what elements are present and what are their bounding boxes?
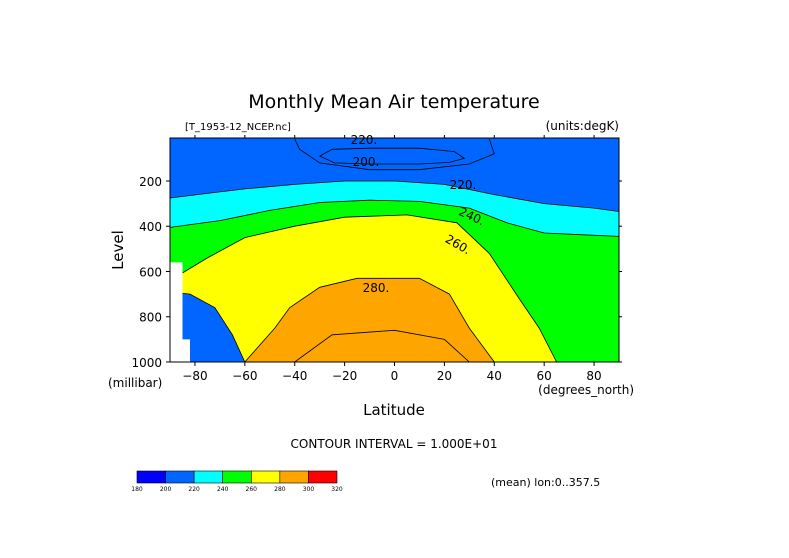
colorbar-label: 240 bbox=[217, 486, 229, 493]
colorbar-label: 220 bbox=[188, 486, 200, 493]
missing-data-region bbox=[170, 262, 190, 362]
contour-line bbox=[294, 329, 470, 362]
contour-line bbox=[170, 199, 619, 237]
y-axis-unit: (millibar) bbox=[108, 376, 162, 390]
contour-line bbox=[170, 214, 557, 362]
colorbar-swatch bbox=[308, 470, 338, 484]
x-tick-label: −60 bbox=[232, 369, 257, 383]
contour-fills bbox=[170, 138, 619, 362]
colorbar: 180 200 220 240 260 280 300 320 bbox=[131, 470, 343, 493]
x-tick-label: 0 bbox=[391, 369, 399, 383]
x-axis-ticks: −80 −60 −40 −20 0 20 40 60 80 bbox=[182, 135, 602, 383]
x-tick-label: −20 bbox=[332, 369, 357, 383]
colorbar-label: 320 bbox=[331, 486, 343, 493]
file-label: [T_1953-12_NCEP.nc] bbox=[185, 122, 291, 133]
x-tick-label: 40 bbox=[487, 369, 502, 383]
colorbar-label: 280 bbox=[274, 486, 286, 493]
contour-line bbox=[318, 147, 466, 165]
x-tick-label: −40 bbox=[282, 369, 307, 383]
contour-line bbox=[244, 277, 495, 362]
y-axis-label: Level bbox=[109, 230, 127, 270]
x-tick-label: 20 bbox=[437, 369, 452, 383]
missing-data-area bbox=[170, 262, 190, 362]
contour-label-200: 200. bbox=[353, 155, 380, 169]
colorbar-swatch bbox=[250, 470, 281, 484]
contour-line bbox=[294, 138, 495, 171]
colorbar-label: 200 bbox=[160, 486, 172, 493]
y-axis-ticks: 200 400 600 800 1000 bbox=[131, 175, 622, 370]
contour-interval-text: CONTOUR INTERVAL = 1.000E+01 bbox=[291, 437, 498, 451]
y-tick-label: 800 bbox=[139, 311, 162, 325]
colorbar-swatch bbox=[136, 470, 166, 484]
colorbar-label: 300 bbox=[303, 486, 315, 493]
contour-label-280: 280. bbox=[363, 281, 390, 295]
x-tick-label: 60 bbox=[537, 369, 552, 383]
contour-lines bbox=[170, 138, 619, 362]
contour-label-220-top: 220. bbox=[351, 133, 378, 147]
colorbar-swatch bbox=[193, 470, 224, 484]
footnote: (mean) lon:0..357.5 bbox=[491, 476, 600, 489]
colorbar-swatch bbox=[165, 470, 195, 484]
y-tick-label: 400 bbox=[139, 220, 162, 234]
x-axis-unit: (degrees_north) bbox=[538, 383, 634, 397]
contour-line bbox=[170, 180, 619, 212]
colorbar-swatch bbox=[222, 470, 252, 484]
colorbar-label: 180 bbox=[131, 486, 143, 493]
x-tick-label: −80 bbox=[182, 369, 207, 383]
y-tick-label: 200 bbox=[139, 175, 162, 189]
x-axis-label: Latitude bbox=[363, 401, 425, 419]
units-label: (units:degK) bbox=[546, 119, 619, 133]
contour-line bbox=[170, 291, 246, 362]
colorbar-swatch bbox=[279, 470, 309, 484]
chart-title: Monthly Mean Air temperature bbox=[248, 91, 539, 113]
y-tick-label: 600 bbox=[139, 265, 162, 279]
colorbar-label: 260 bbox=[246, 486, 258, 493]
contour-label-220: 220. bbox=[450, 178, 477, 192]
x-tick-label: 80 bbox=[586, 369, 601, 383]
y-tick-label: 1000 bbox=[131, 356, 162, 370]
